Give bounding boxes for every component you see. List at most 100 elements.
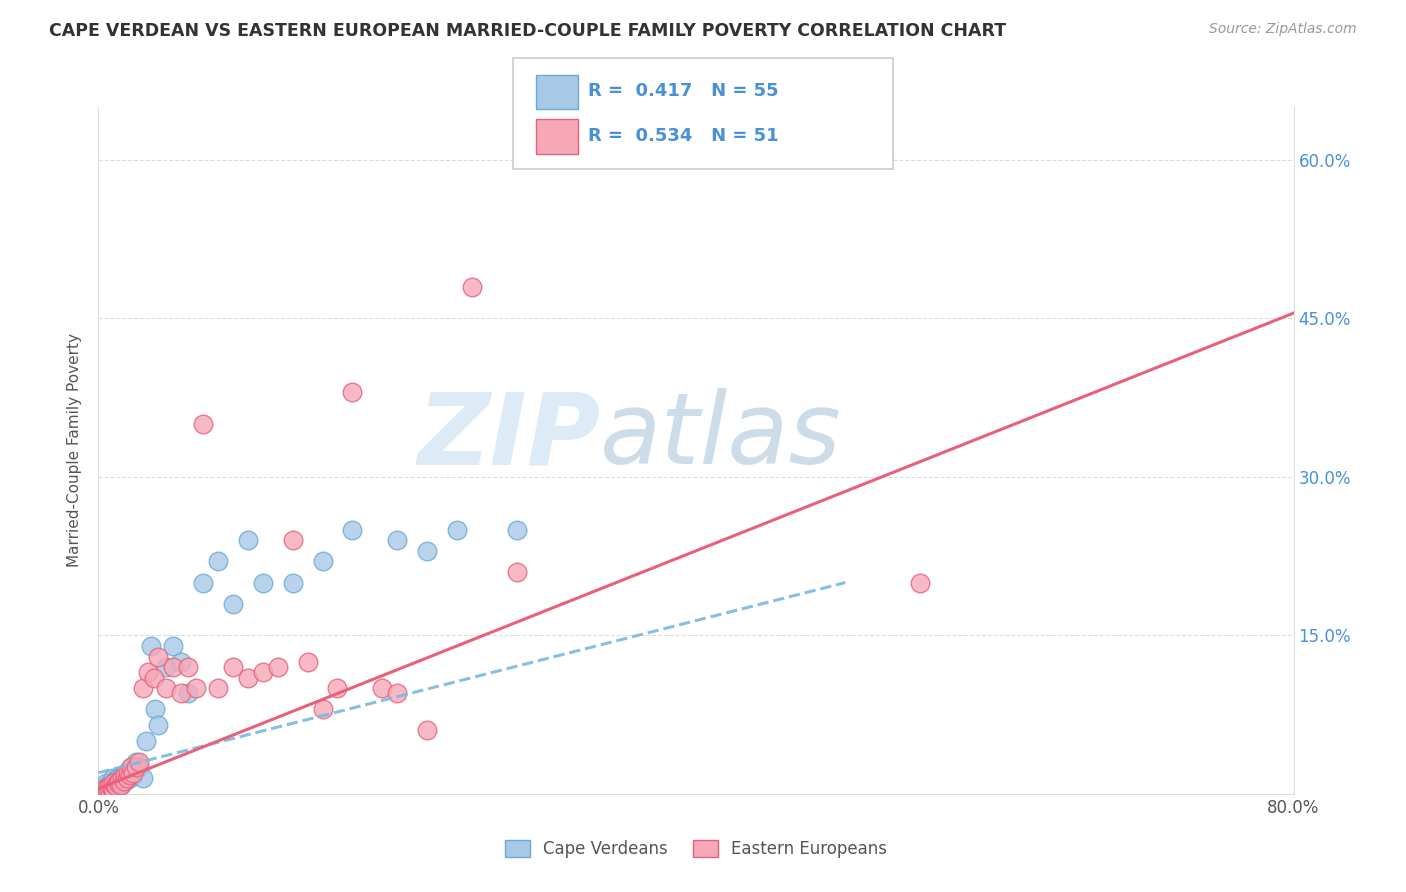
Point [105,780,128,794]
Point [114,768,136,782]
Point [96,781,118,796]
Point [135,734,157,748]
Point [132,771,155,785]
Point [252,665,274,680]
Point [128,760,150,774]
Point [297,655,319,669]
Point [326,681,349,696]
Point [267,660,290,674]
Point [115,765,138,780]
Point [103,781,125,796]
Point [184,681,207,696]
Point [96,780,118,795]
Point [125,760,148,774]
Point [371,681,394,696]
Point [110,770,132,784]
Point [101,782,124,797]
Point [416,723,439,738]
Point [111,771,134,785]
Point [104,780,127,795]
Point [121,768,143,782]
Point [112,768,135,782]
Legend: Cape Verdeans, Eastern Europeans: Cape Verdeans, Eastern Europeans [498,833,894,864]
Point [222,597,245,611]
Point [177,660,200,674]
Point [103,771,125,785]
Point [98,780,122,795]
Point [162,639,184,653]
Point [104,774,127,789]
Point [91,781,114,796]
Point [111,776,134,790]
Point [98,780,122,794]
Point [97,779,120,793]
Point [120,760,142,774]
Point [108,774,131,789]
Point [107,771,129,785]
Point [148,649,170,664]
Point [155,660,177,674]
Point [104,779,127,793]
Point [121,765,143,780]
Point [252,575,274,590]
Point [103,776,125,790]
Point [143,702,166,716]
Point [342,523,364,537]
Point [311,702,333,716]
Point [103,781,125,796]
Point [385,686,409,700]
Point [90,783,112,797]
Point [191,575,214,590]
Text: R =  0.534   N = 51: R = 0.534 N = 51 [588,128,779,145]
Point [117,765,139,780]
Point [281,575,304,590]
Point [118,768,141,782]
Point [110,779,132,793]
Point [108,776,131,790]
Point [148,718,170,732]
Point [93,783,115,797]
Point [177,686,200,700]
Point [90,783,112,797]
Point [281,533,304,548]
Point [385,533,409,548]
Point [97,781,120,796]
Point [236,533,259,548]
Point [207,554,229,568]
Point [191,417,214,431]
Point [118,771,141,785]
Point [506,523,529,537]
Point [136,665,159,680]
Point [101,780,124,795]
Point [94,780,117,794]
Point [103,776,125,790]
Point [91,782,114,797]
Text: Source: ZipAtlas.com: Source: ZipAtlas.com [1209,22,1357,37]
Text: R =  0.417   N = 55: R = 0.417 N = 55 [588,82,779,100]
Point [222,660,245,674]
Point [105,779,128,793]
Point [94,776,117,790]
Point [101,779,124,793]
Point [342,385,364,400]
Text: ZIP: ZIP [418,388,600,485]
Point [128,755,150,769]
Point [107,780,129,794]
Point [446,523,468,537]
Point [115,771,138,785]
Point [461,279,484,293]
Point [142,671,165,685]
Point [114,774,136,789]
Point [125,755,148,769]
Point [236,671,259,685]
Point [139,639,162,653]
Text: atlas: atlas [600,388,842,485]
Point [506,565,529,579]
Point [169,655,191,669]
Point [416,544,439,558]
Point [110,779,132,793]
Point [105,772,128,786]
Point [98,776,122,790]
Point [93,781,115,796]
Point [311,554,333,568]
